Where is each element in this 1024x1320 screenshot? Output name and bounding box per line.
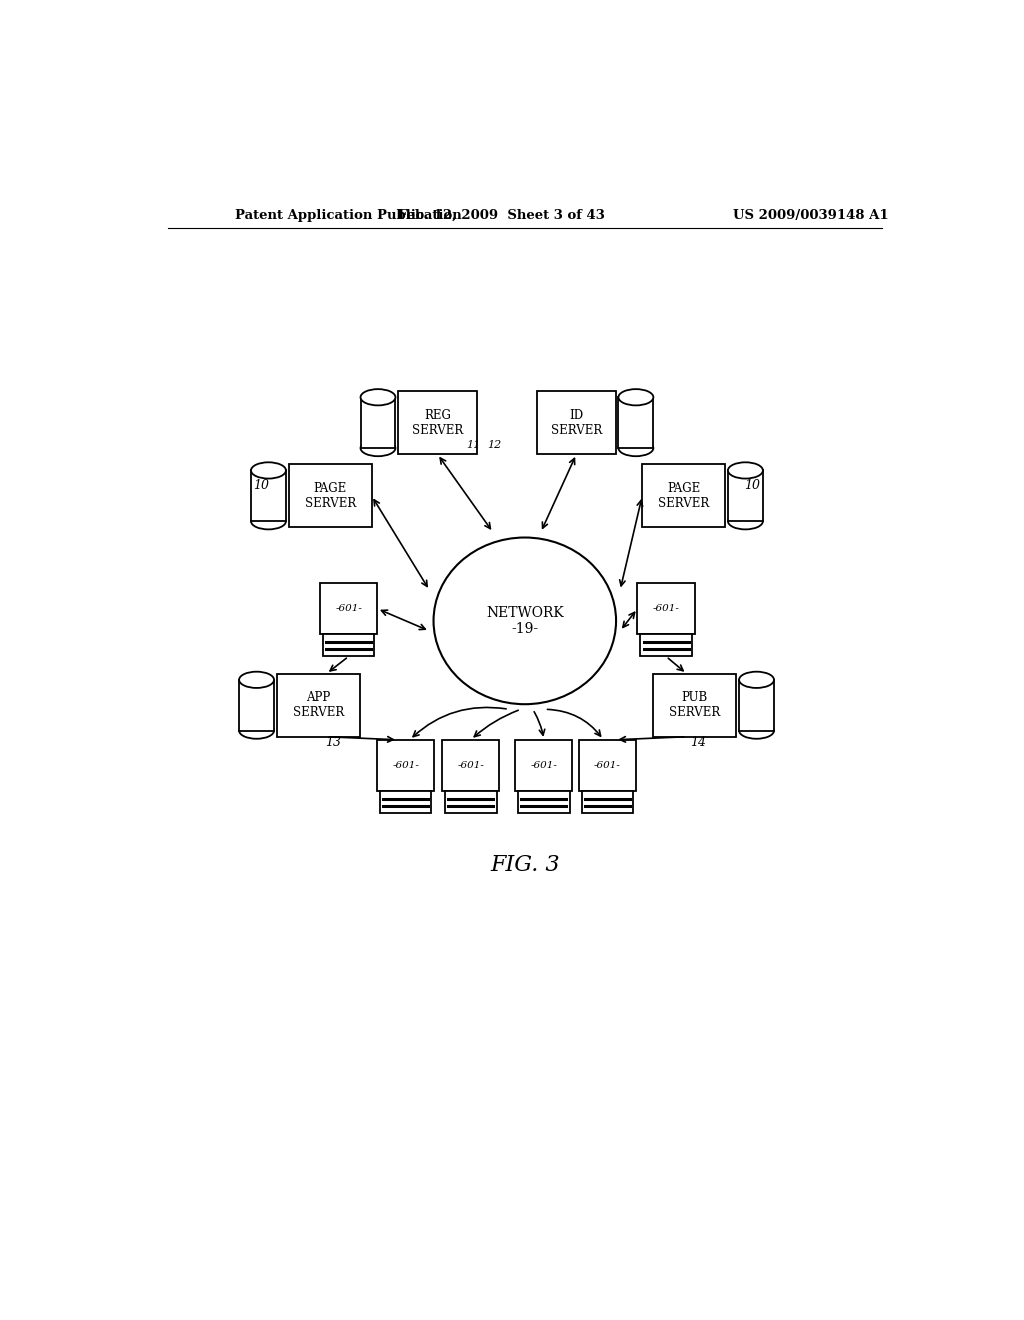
FancyBboxPatch shape (640, 634, 692, 656)
Text: APP
SERVER: APP SERVER (293, 692, 344, 719)
Text: -601-: -601- (458, 760, 484, 770)
Text: 11: 11 (466, 440, 480, 450)
Text: PUB
SERVER: PUB SERVER (669, 692, 720, 719)
Ellipse shape (360, 440, 395, 457)
FancyBboxPatch shape (518, 791, 569, 813)
Text: ID
SERVER: ID SERVER (551, 409, 602, 437)
Polygon shape (728, 470, 763, 521)
Text: -601-: -601- (335, 605, 362, 614)
Ellipse shape (360, 389, 395, 405)
Ellipse shape (251, 513, 286, 529)
FancyBboxPatch shape (653, 673, 736, 737)
FancyBboxPatch shape (642, 465, 725, 528)
Polygon shape (360, 397, 395, 447)
FancyBboxPatch shape (289, 465, 372, 528)
Polygon shape (739, 680, 774, 731)
Ellipse shape (618, 389, 653, 405)
FancyBboxPatch shape (397, 391, 477, 454)
FancyBboxPatch shape (377, 739, 434, 791)
Ellipse shape (739, 672, 774, 688)
Ellipse shape (239, 672, 274, 688)
Polygon shape (251, 470, 286, 521)
FancyBboxPatch shape (442, 739, 500, 791)
Ellipse shape (728, 513, 763, 529)
FancyBboxPatch shape (380, 791, 431, 813)
Text: -601-: -601- (594, 760, 621, 770)
Polygon shape (618, 397, 653, 447)
FancyBboxPatch shape (323, 634, 375, 656)
Text: -601-: -601- (392, 760, 419, 770)
Text: FIG. 3: FIG. 3 (490, 854, 559, 875)
Ellipse shape (739, 722, 774, 739)
FancyBboxPatch shape (638, 583, 694, 634)
Text: 14: 14 (690, 737, 706, 750)
Text: 10: 10 (743, 479, 760, 492)
FancyBboxPatch shape (276, 673, 360, 737)
FancyBboxPatch shape (445, 791, 497, 813)
Text: NETWORK
-19-: NETWORK -19- (486, 606, 563, 636)
Text: 12: 12 (487, 440, 502, 450)
FancyBboxPatch shape (515, 739, 572, 791)
Text: 13: 13 (325, 737, 341, 750)
Text: REG
SERVER: REG SERVER (412, 409, 463, 437)
Ellipse shape (433, 537, 616, 704)
Ellipse shape (239, 722, 274, 739)
Text: PAGE
SERVER: PAGE SERVER (305, 482, 356, 510)
Ellipse shape (728, 462, 763, 479)
FancyBboxPatch shape (537, 391, 616, 454)
Text: -601-: -601- (530, 760, 557, 770)
Ellipse shape (618, 440, 653, 457)
Text: 10: 10 (253, 479, 269, 492)
FancyBboxPatch shape (582, 791, 633, 813)
Text: Patent Application Publication: Patent Application Publication (236, 209, 462, 222)
Text: -601-: -601- (652, 605, 680, 614)
Polygon shape (239, 680, 274, 731)
FancyBboxPatch shape (321, 583, 377, 634)
Text: Feb. 12, 2009  Sheet 3 of 43: Feb. 12, 2009 Sheet 3 of 43 (397, 209, 604, 222)
Text: US 2009/0039148 A1: US 2009/0039148 A1 (733, 209, 888, 222)
FancyBboxPatch shape (579, 739, 636, 791)
Ellipse shape (251, 462, 286, 479)
Text: PAGE
SERVER: PAGE SERVER (657, 482, 710, 510)
